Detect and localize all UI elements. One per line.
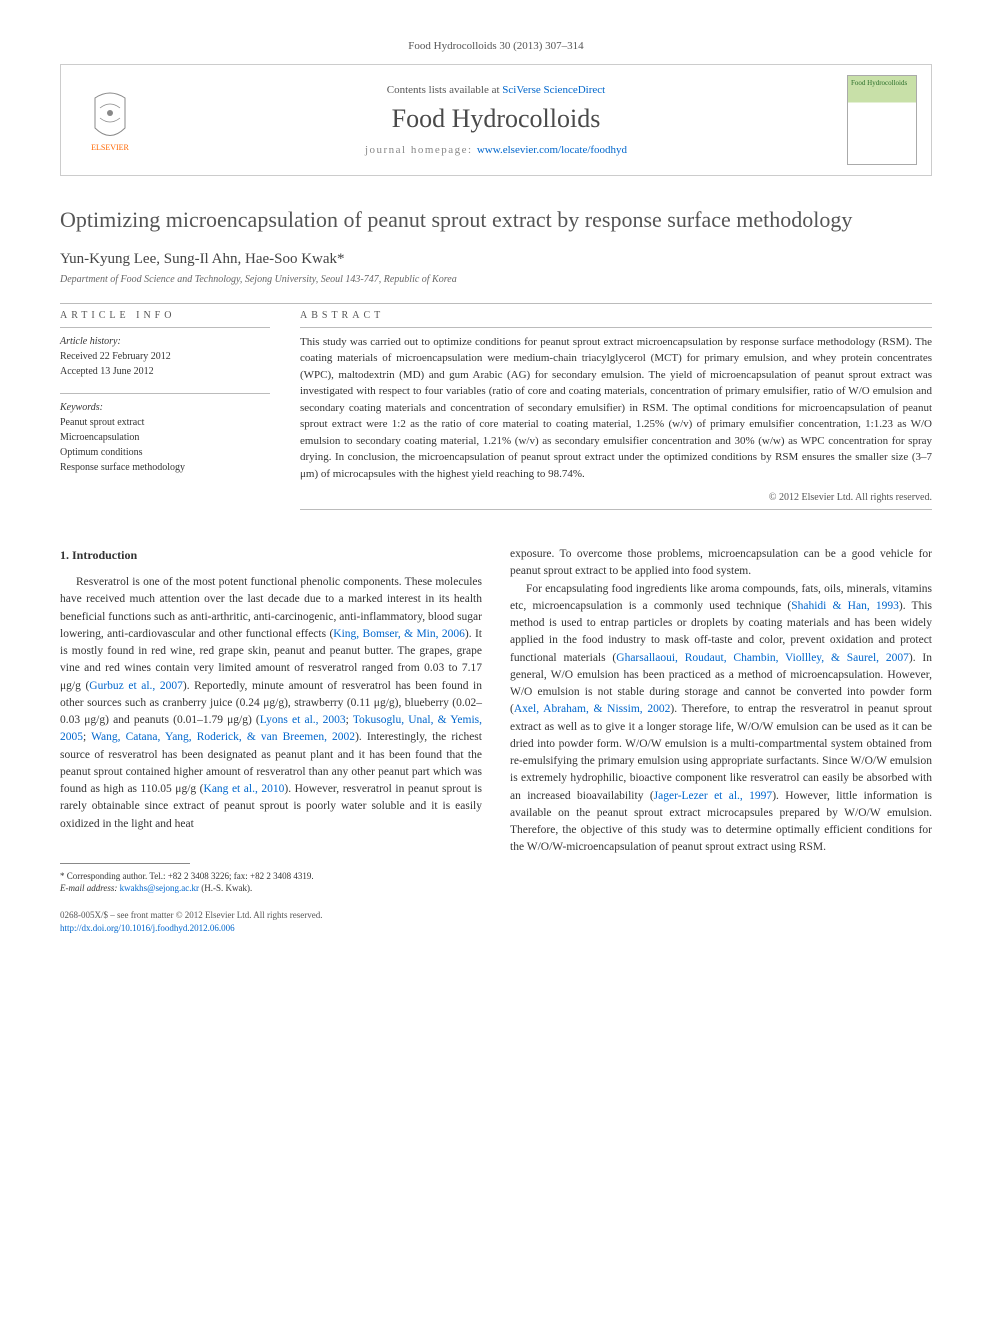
journal-header-box: ELSEVIER Contents lists available at Sci… (60, 64, 932, 176)
body-columns: 1. Introduction Resveratrol is one of th… (60, 546, 932, 934)
article-title: Optimizing microencapsulation of peanut … (60, 206, 932, 235)
divider (300, 509, 932, 510)
text: ; (346, 714, 353, 726)
citation-link[interactable]: Shahidi & Han, 1993 (791, 600, 899, 612)
article-history-block: Article history: Received 22 February 20… (60, 334, 270, 379)
journal-center: Contents lists available at SciVerse Sci… (159, 84, 833, 156)
keyword: Response surface methodology (60, 460, 270, 475)
citation-link[interactable]: Gharsallaoui, Roudaut, Chambin, Viollley… (616, 652, 909, 664)
corresponding-author-footnote: * Corresponding author. Tel.: +82 2 3408… (60, 870, 482, 895)
keyword: Microencapsulation (60, 430, 270, 445)
journal-homepage: journal homepage: www.elsevier.com/locat… (159, 144, 833, 156)
text: ). Therefore, to entrap the resveratrol … (510, 703, 932, 801)
received-date: Received 22 February 2012 (60, 349, 270, 364)
homepage-link[interactable]: www.elsevier.com/locate/foodhyd (477, 144, 627, 156)
footnote-separator (60, 863, 190, 864)
citation-link[interactable]: King, Bomser, & Min, 2006 (333, 628, 465, 640)
divider (300, 327, 932, 328)
divider (60, 327, 270, 328)
elsevier-logo: ELSEVIER (75, 80, 145, 160)
elsevier-label: ELSEVIER (91, 143, 129, 152)
divider (60, 393, 270, 394)
citation-header: Food Hydrocolloids 30 (2013) 307–314 (60, 40, 932, 52)
section-heading-intro: 1. Introduction (60, 546, 482, 564)
accepted-date: Accepted 13 June 2012 (60, 364, 270, 379)
keyword: Optimum conditions (60, 445, 270, 460)
body-column-left: 1. Introduction Resveratrol is one of th… (60, 546, 482, 934)
doi-link[interactable]: http://dx.doi.org/10.1016/j.foodhyd.2012… (60, 923, 235, 933)
abstract-column: ABSTRACT This study was carried out to o… (300, 310, 932, 517)
contents-line: Contents lists available at SciVerse Sci… (159, 84, 833, 96)
email-label: E-mail address: (60, 883, 120, 893)
email-suffix: (H.-S. Kwak). (199, 883, 252, 893)
contents-prefix: Contents lists available at (387, 84, 502, 96)
keywords-label: Keywords: (60, 400, 270, 415)
keywords-block: Keywords: Peanut sprout extract Microenc… (60, 400, 270, 475)
affiliation: Department of Food Science and Technolog… (60, 274, 932, 285)
keyword: Peanut sprout extract (60, 415, 270, 430)
abstract-text: This study was carried out to optimize c… (300, 334, 932, 483)
footnote-email-line: E-mail address: kwakhs@sejong.ac.kr (H.-… (60, 882, 482, 895)
journal-cover-thumbnail: Food Hydrocolloids (847, 75, 917, 165)
citation-link[interactable]: Wang, Catana, Yang, Roderick, & van Bree… (91, 731, 355, 743)
citation-link[interactable]: Jager-Lezer et al., 1997 (654, 790, 773, 802)
citation-link[interactable]: Kang et al., 2010 (204, 783, 285, 795)
body-column-right: exposure. To overcome those problems, mi… (510, 546, 932, 934)
intro-paragraph: Resveratrol is one of the most potent fu… (60, 574, 482, 833)
info-abstract-row: ARTICLE INFO Article history: Received 2… (60, 310, 932, 517)
abstract-copyright: © 2012 Elsevier Ltd. All rights reserved… (300, 492, 932, 503)
sciencedirect-link[interactable]: SciVerse ScienceDirect (502, 84, 605, 96)
footnote-line: * Corresponding author. Tel.: +82 2 3408… (60, 870, 482, 883)
intro-paragraph-continued: exposure. To overcome those problems, mi… (510, 546, 932, 581)
article-info-column: ARTICLE INFO Article history: Received 2… (60, 310, 270, 517)
text: ; (83, 731, 91, 743)
divider (60, 303, 932, 304)
citation-link[interactable]: Axel, Abraham, & Nissim, 2002 (514, 703, 671, 715)
authors-line: Yun-Kyung Lee, Sung-Il Ahn, Hae-Soo Kwak… (60, 251, 932, 268)
email-link[interactable]: kwakhs@sejong.ac.kr (120, 883, 199, 893)
cover-label: Food Hydrocolloids (851, 79, 913, 87)
abstract-heading: ABSTRACT (300, 310, 932, 321)
history-label: Article history: (60, 334, 270, 349)
homepage-prefix: journal homepage: (365, 144, 477, 156)
citation-link[interactable]: Lyons et al., 2003 (260, 714, 346, 726)
intro-paragraph-2: For encapsulating food ingredients like … (510, 581, 932, 857)
bottom-metadata: 0268-005X/$ – see front matter © 2012 El… (60, 909, 482, 934)
article-info-heading: ARTICLE INFO (60, 310, 270, 321)
citation-link[interactable]: Gurbuz et al., 2007 (89, 680, 183, 692)
issn-line: 0268-005X/$ – see front matter © 2012 El… (60, 909, 482, 922)
journal-name: Food Hydrocolloids (159, 104, 833, 134)
